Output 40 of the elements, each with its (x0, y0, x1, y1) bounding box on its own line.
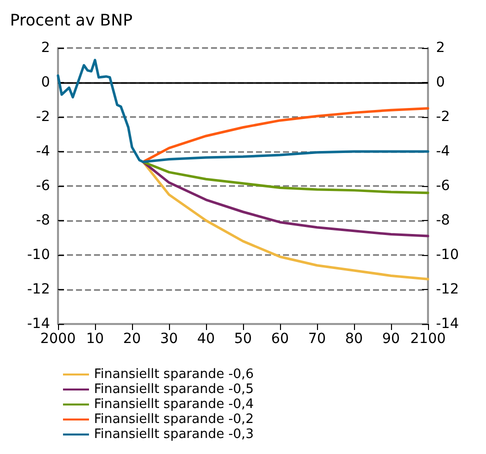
legend-label: Finansiellt sparande -0,2 (94, 412, 254, 427)
y-tick-label: -8 (36, 212, 50, 228)
x-tick-label: 70 (308, 331, 326, 347)
y2-tick-label: -10 (436, 247, 459, 263)
x-tick-label: 30 (160, 331, 178, 347)
y2-tick-label: -8 (436, 212, 450, 228)
legend-label: Finansiellt sparande -0,6 (94, 367, 254, 382)
legend-label: Finansiellt sparande -0,4 (94, 397, 254, 412)
x-tick-label: 90 (382, 331, 400, 347)
y2-tick-label: 0 (436, 74, 445, 90)
legend-label: Finansiellt sparande -0,3 (94, 427, 254, 442)
y-tick-label: -2 (36, 109, 50, 125)
y-tick-label: 0 (41, 74, 50, 90)
x-tick-label: 20 (123, 331, 141, 347)
y-tick-label: -14 (27, 316, 50, 332)
y-tick-label: -6 (36, 178, 50, 194)
x-tick-label: 10 (86, 331, 104, 347)
line-series (142, 107, 430, 164)
y2-tick-label: 2 (436, 40, 445, 56)
y-tick-label: -12 (27, 282, 50, 298)
y2-tick-label: -2 (436, 109, 450, 125)
x-tick-label: 2000 (40, 331, 76, 347)
y2-tick-label: -12 (436, 282, 459, 298)
x-tick-label: 50 (234, 331, 252, 347)
x-tick-label: 60 (271, 331, 289, 347)
y2-tick-label: -4 (436, 144, 450, 160)
x-tick-label: 40 (197, 331, 215, 347)
line-series (56, 58, 430, 164)
y-tick-label: 2 (41, 40, 50, 56)
x-tick-label: 2100 (410, 331, 446, 347)
line-series (142, 160, 430, 238)
y2-tick-label: -14 (436, 316, 459, 332)
y-tick-label: -4 (36, 144, 50, 160)
y-tick-label: -10 (27, 247, 50, 263)
y2-tick-label: -6 (436, 178, 450, 194)
y-axis-title: Procent av BNP (10, 10, 133, 30)
line-series (142, 160, 430, 194)
line-series (142, 160, 430, 280)
legend-label: Finansiellt sparande -0,5 (94, 382, 254, 397)
x-tick-label: 80 (345, 331, 363, 347)
